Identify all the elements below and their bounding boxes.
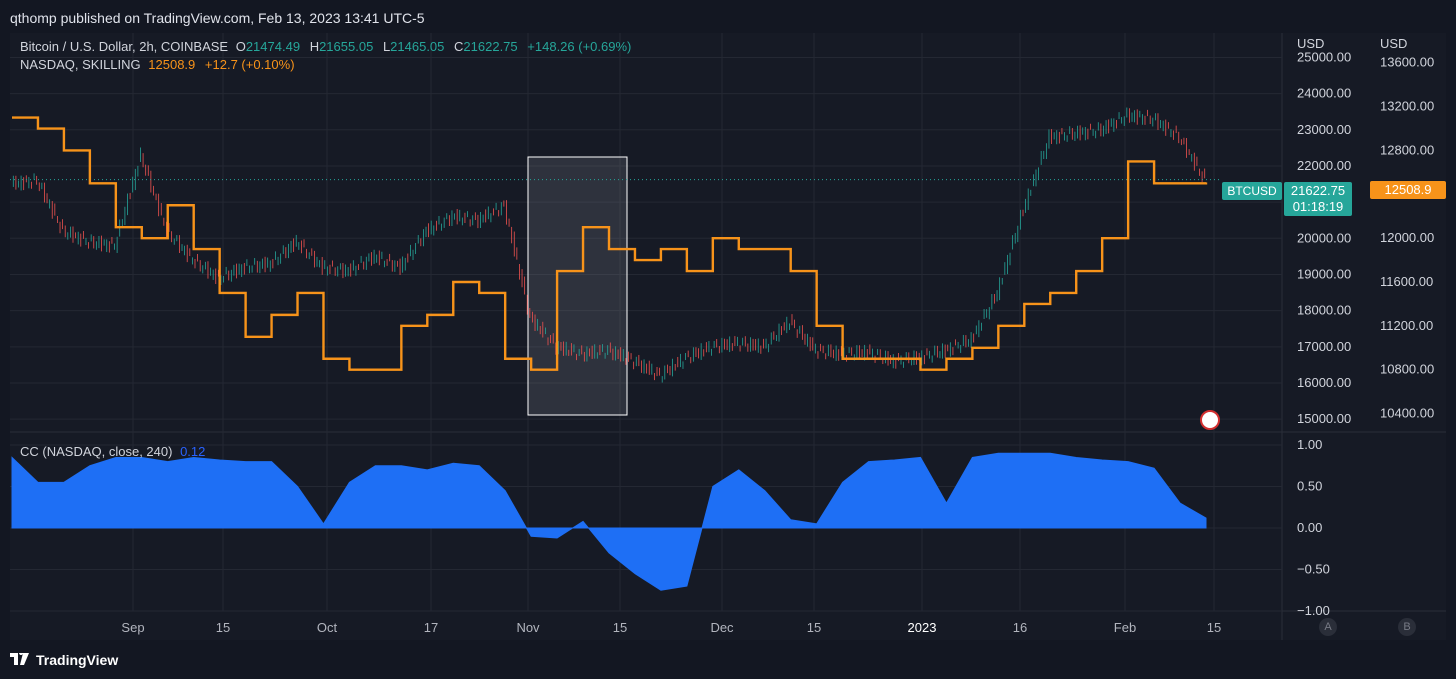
- left-axis-tick: 23000.00: [1297, 122, 1351, 137]
- scale-b-button[interactable]: B: [1398, 618, 1416, 636]
- x-tick-label: 16: [1013, 620, 1027, 635]
- right-axis-tick: 12800.00: [1380, 142, 1434, 157]
- left-axis-tick: 19000.00: [1297, 266, 1351, 281]
- highlight-rectangle: [527, 156, 628, 416]
- x-tick-label: 15: [216, 620, 230, 635]
- x-tick-label: Sep: [121, 620, 144, 635]
- main-legend: Bitcoin / U.S. Dollar, 2h, COINBASE O214…: [20, 39, 631, 54]
- scale-a-button[interactable]: A: [1319, 618, 1337, 636]
- right-axis-tick: 11200.00: [1380, 318, 1433, 333]
- close-value: 21622.75: [463, 39, 518, 54]
- brand-footer: TradingView: [10, 651, 119, 668]
- nasdaq-change: +12.7 (+0.10%): [204, 57, 295, 72]
- right-axis-tick: 12000.00: [1380, 230, 1434, 245]
- nasdaq-symbol-label[interactable]: NASDAQ, SKILLING: [20, 57, 141, 72]
- cc-axis-tick: −0.50: [1297, 562, 1330, 577]
- right-axis-tick: 10800.00: [1380, 362, 1434, 377]
- btc-price-tag: [1284, 182, 1352, 216]
- x-tick-label: Oct: [317, 620, 338, 635]
- left-axis-tick: 25000.00: [1297, 49, 1351, 64]
- open-label: O: [235, 39, 246, 54]
- btc-name-tag: [1222, 182, 1282, 200]
- right-axis-unit: USD: [1380, 36, 1407, 51]
- cc-value: 0.12: [180, 444, 206, 459]
- low-value: 21465.05: [390, 39, 445, 54]
- left-axis-tick: 20000.00: [1297, 230, 1351, 245]
- btc-name-text: BTCUSD: [1227, 184, 1277, 198]
- left-axis-tick: 15000.00: [1297, 411, 1351, 426]
- open-value: 21474.49: [245, 39, 301, 54]
- btc-timer-text: 01:18:19: [1293, 199, 1344, 214]
- right-axis-tick: 13200.00: [1380, 99, 1434, 114]
- x-tick-label: Dec: [710, 620, 734, 635]
- right-axis-tick: 10400.00: [1380, 406, 1434, 421]
- cc-legend: CC (NASDAQ, close, 240) 0.12: [20, 444, 205, 459]
- nasdaq-line: [12, 116, 1208, 371]
- x-tick-label: Feb: [1114, 620, 1136, 635]
- left-axis-tick: 24000.00: [1297, 86, 1351, 101]
- left-axis-tick: 16000.00: [1297, 375, 1351, 390]
- low-label: L: [382, 39, 391, 54]
- chart-svg[interactable]: Sep 15 Oct 17 Nov 15 Dec 15 2023 16 Feb 15 25000.00 2…: [10, 33, 1446, 640]
- high-value: 21655.05: [319, 39, 374, 54]
- left-axis-tick: 22000.00: [1297, 158, 1351, 173]
- us-flag-events-icon[interactable]: [1200, 410, 1220, 430]
- change-value: +148.26 (+0.69%): [527, 39, 632, 54]
- x-tick-label: 17: [424, 620, 438, 635]
- right-axis-tick: 11600.00: [1380, 274, 1433, 289]
- x-tick-label: 2023: [908, 620, 937, 635]
- high-label: H: [309, 39, 320, 54]
- cc-axis-tick: −1.00: [1297, 603, 1330, 618]
- cc-area: [11, 452, 1207, 591]
- nasdaq-price-tag: [1370, 181, 1446, 199]
- publish-info: qthomp published on TradingView.com, Feb…: [10, 10, 425, 26]
- x-tick-label: 15: [1207, 620, 1221, 635]
- btc-symbol-label[interactable]: Bitcoin / U.S. Dollar, 2h, COINBASE: [20, 39, 229, 54]
- cc-indicator-label[interactable]: CC (NASDAQ, close, 240): [20, 444, 173, 459]
- cc-axis-tick: 0.00: [1297, 520, 1322, 535]
- x-tick-label: 15: [613, 620, 627, 635]
- cc-axis-tick: 1.00: [1297, 437, 1322, 452]
- nasdaq-legend: NASDAQ, SKILLING 12508.9 +12.7 (+0.10%): [20, 57, 295, 72]
- x-tick-label: 15: [807, 620, 821, 635]
- brand-name: TradingView: [36, 652, 119, 668]
- nasdaq-value: 12508.9: [148, 57, 196, 72]
- left-axis-tick: 18000.00: [1297, 303, 1351, 318]
- btc-price-text: 21622.75: [1291, 183, 1345, 198]
- right-axis-tick: 13600.00: [1380, 55, 1434, 70]
- close-label: C: [454, 39, 464, 54]
- tradingview-logo-icon: [10, 651, 30, 668]
- left-axis-unit: USD: [1297, 36, 1324, 51]
- cc-axis-tick: 0.50: [1297, 479, 1322, 494]
- nasdaq-price-text: 12508.9: [1385, 182, 1432, 197]
- x-tick-label: Nov: [516, 620, 540, 635]
- left-axis-tick: 17000.00: [1297, 339, 1351, 354]
